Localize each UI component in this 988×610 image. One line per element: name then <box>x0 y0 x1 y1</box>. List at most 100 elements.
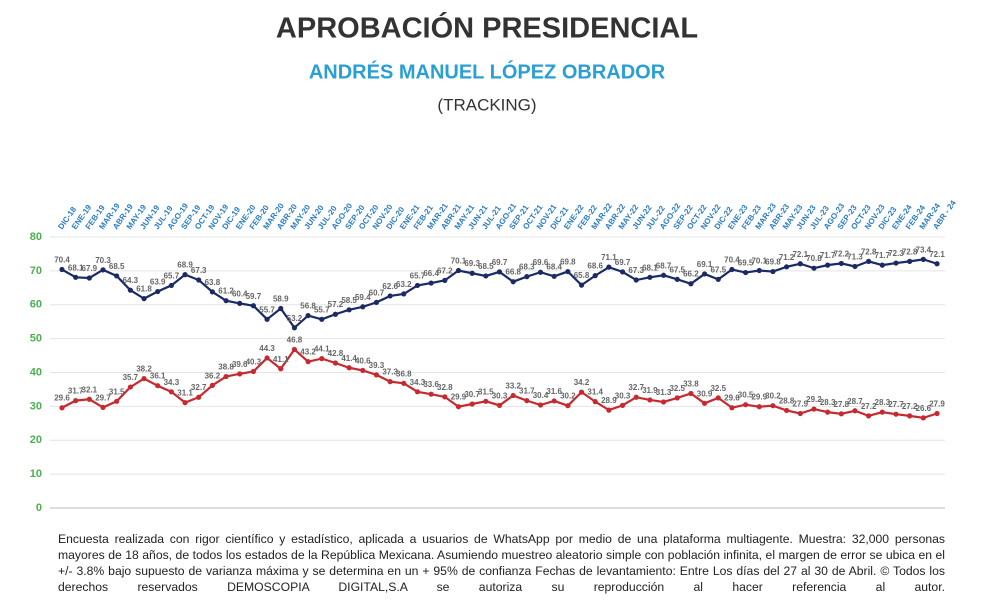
data-label: 65.7 <box>164 271 180 280</box>
data-label: 55.7 <box>314 305 330 314</box>
point <box>237 300 243 306</box>
point <box>141 375 147 382</box>
data-label: 27.7 <box>888 400 904 409</box>
y-tick-label: 20 <box>30 434 42 446</box>
data-label: 63.8 <box>205 278 221 287</box>
point <box>537 269 544 275</box>
point <box>346 365 352 371</box>
data-label: 67.3 <box>191 266 207 275</box>
point <box>373 372 380 378</box>
data-label: 58.9 <box>273 294 289 303</box>
data-label: 68.1 <box>642 263 658 272</box>
point <box>428 280 434 286</box>
point <box>100 404 106 410</box>
data-label: 72.8 <box>861 247 877 256</box>
point <box>496 402 503 408</box>
point <box>524 398 530 404</box>
point <box>920 415 926 421</box>
chart: APROBACIÓN PRESIDENCIAL ANDRÉS MANUEL LÓ… <box>30 11 958 514</box>
data-label: 71.2 <box>779 253 795 262</box>
data-label: 71.7 <box>875 251 891 260</box>
point <box>729 405 735 411</box>
point <box>811 265 817 271</box>
data-label: 68.5 <box>109 262 125 271</box>
point <box>428 391 434 397</box>
point <box>483 398 489 404</box>
point <box>401 291 407 297</box>
point <box>442 394 448 400</box>
data-label: 69.7 <box>615 258 631 267</box>
point <box>797 410 803 417</box>
point <box>934 261 940 267</box>
point <box>73 274 79 280</box>
data-label: 65.8 <box>574 271 590 280</box>
point <box>414 389 421 395</box>
data-label: 56.8 <box>300 302 316 311</box>
point <box>633 394 639 400</box>
point <box>879 262 885 268</box>
point <box>811 406 817 412</box>
point <box>86 275 92 281</box>
data-label: 31.9 <box>642 386 658 395</box>
data-label: 69.7 <box>492 258 508 267</box>
data-label: 59.4 <box>355 293 371 302</box>
point <box>606 264 612 270</box>
point <box>660 399 667 405</box>
point <box>59 266 65 273</box>
data-label: 68.9 <box>177 261 193 270</box>
data-label: 70.4 <box>724 256 740 265</box>
data-label: 29.6 <box>54 394 70 403</box>
point <box>715 395 721 401</box>
data-label: 28.3 <box>875 398 891 407</box>
data-label: 67.2 <box>437 266 453 275</box>
y-tick-label: 10 <box>30 468 42 480</box>
point <box>578 282 585 288</box>
point <box>496 269 503 275</box>
data-label: 28.8 <box>779 396 795 405</box>
point <box>510 279 516 285</box>
point <box>838 260 844 267</box>
data-label: 68.7 <box>656 261 672 270</box>
data-label: 70.1 <box>751 257 767 266</box>
point <box>387 379 393 385</box>
data-label: 36.1 <box>150 372 166 381</box>
data-label: 32.8 <box>437 383 453 392</box>
point <box>455 267 462 274</box>
point <box>168 389 174 395</box>
point <box>674 395 680 401</box>
point <box>770 268 776 275</box>
point <box>483 273 489 279</box>
data-label: 66.8 <box>505 268 521 277</box>
point <box>209 382 215 388</box>
point <box>756 404 762 410</box>
point <box>866 258 872 264</box>
point <box>619 269 626 275</box>
data-label: 68.4 <box>546 262 562 271</box>
point <box>278 366 284 372</box>
point <box>196 394 202 400</box>
point <box>838 411 844 417</box>
data-label: 71.1 <box>601 253 617 262</box>
point <box>469 401 475 407</box>
data-label: 72.8 <box>902 247 918 256</box>
point <box>155 288 161 295</box>
point <box>729 266 735 273</box>
data-label: 53.2 <box>287 314 303 323</box>
data-label: 66.4 <box>423 269 439 278</box>
annotation: (TRACKING) <box>437 95 536 114</box>
data-label: 40.6 <box>355 356 371 365</box>
point <box>209 289 215 295</box>
data-label: 31.1 <box>177 389 193 398</box>
point <box>401 380 407 386</box>
y-tick-label: 50 <box>30 333 42 345</box>
point <box>73 398 79 404</box>
point <box>825 262 831 268</box>
point <box>223 298 229 304</box>
point <box>770 403 776 409</box>
data-label: 27.2 <box>902 402 918 411</box>
point <box>59 405 65 411</box>
data-label: 61.8 <box>136 285 152 294</box>
point <box>182 400 188 406</box>
data-label: 68.3 <box>519 263 535 272</box>
